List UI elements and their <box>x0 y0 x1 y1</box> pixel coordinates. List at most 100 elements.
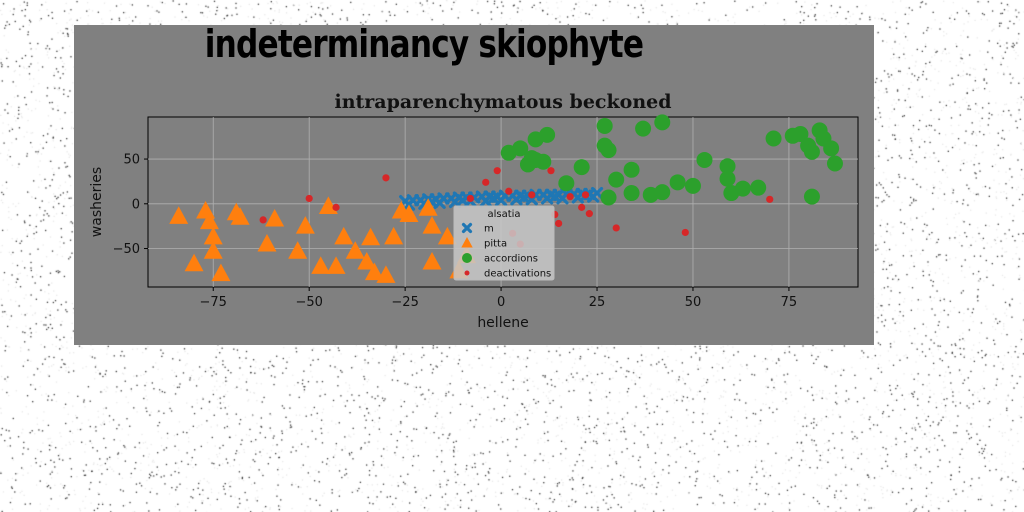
m-marker <box>487 192 500 205</box>
pitta-marker <box>318 196 338 214</box>
x-axis-label: hellene <box>477 315 528 331</box>
pitta-marker <box>257 234 277 252</box>
pitta-marker <box>418 198 438 216</box>
x-tick-label: 50 <box>685 295 702 310</box>
deactivations-marker <box>566 193 574 201</box>
figure-title: indeterminancy skiophyte <box>204 22 644 66</box>
accordions-marker <box>539 126 556 143</box>
legend-entry: accordions <box>462 253 538 265</box>
legend-accordions-marker <box>462 253 472 263</box>
accordions-marker <box>696 151 713 168</box>
pitta-marker <box>361 227 381 246</box>
x-tick-label: 0 <box>497 295 505 310</box>
pitta-marker <box>169 206 189 224</box>
accordions-marker <box>654 114 671 131</box>
x-tick-label: 75 <box>781 295 798 310</box>
pitta-marker <box>364 262 384 281</box>
pitta-marker <box>422 251 442 270</box>
legend-label: deactivations <box>484 269 551 280</box>
pitta-marker <box>334 226 354 245</box>
accordions-marker <box>623 185 640 202</box>
accordions-marker <box>600 189 617 206</box>
deactivations-marker <box>382 174 390 182</box>
m-marker <box>518 191 531 204</box>
axes: −75 −50 −25 0 25 50 75 −50 0 50 <box>113 153 798 310</box>
x-tick-label: 25 <box>589 295 606 310</box>
m-marker <box>456 194 469 207</box>
deactivations-marker <box>493 167 501 175</box>
chart-title: intraparenchymatous beckoned <box>334 91 671 113</box>
accordions-marker <box>803 143 820 160</box>
accordions-marker <box>596 117 613 134</box>
deactivations-marker <box>505 187 513 195</box>
accordions-marker <box>669 174 686 191</box>
pitta-marker <box>203 226 223 245</box>
deactivations-marker <box>332 203 340 211</box>
pitta-marker <box>184 253 204 272</box>
pitta-marker <box>437 226 457 245</box>
pitta-marker <box>326 256 346 274</box>
accordions-marker <box>654 184 671 201</box>
pitta-marker <box>422 216 442 234</box>
accordions-marker <box>635 120 652 137</box>
accordions-marker <box>803 188 820 205</box>
accordions-marker <box>535 153 552 170</box>
legend-entry: deactivations <box>464 269 551 280</box>
pitta-marker <box>399 204 419 223</box>
legend-label: pitta <box>484 239 507 250</box>
accordions-marker <box>573 159 590 176</box>
x-tick-label: −75 <box>200 295 227 310</box>
accordions-marker <box>823 140 840 157</box>
m-marker <box>548 190 561 203</box>
accordions-marker <box>750 179 767 196</box>
pitta-marker <box>265 209 285 227</box>
pitta-marker <box>376 265 396 283</box>
accordions-marker <box>608 171 625 188</box>
legend-entry: pitta <box>461 237 507 250</box>
accordions-marker <box>719 170 736 187</box>
pitta-marker <box>211 263 231 282</box>
pitta-marker <box>384 226 404 245</box>
accordions-marker <box>765 130 782 147</box>
legend-label: m <box>484 224 494 235</box>
deactivations-marker <box>482 178 490 186</box>
x-tick-label: −50 <box>295 295 322 310</box>
deactivations-marker <box>585 210 593 218</box>
deactivations-marker <box>305 194 313 203</box>
y-tick-label: 0 <box>132 197 140 212</box>
deactivations-marker <box>555 219 563 228</box>
accordions-marker <box>558 175 575 192</box>
accordions-marker <box>734 180 751 197</box>
pitta-marker <box>203 241 223 259</box>
legend-m-marker <box>461 222 473 234</box>
deactivations-marker <box>681 228 689 237</box>
accordions-marker <box>623 161 640 178</box>
accordions-marker <box>792 126 809 142</box>
pitta-marker <box>288 241 308 259</box>
accordions-marker <box>512 140 529 157</box>
legend-pitta-marker <box>461 237 473 248</box>
pitta-marker <box>345 241 365 259</box>
accordions-marker <box>719 158 736 175</box>
series-accordions <box>500 114 843 206</box>
accordions-marker <box>684 177 701 194</box>
pitta-marker <box>311 256 331 274</box>
pitta-marker <box>295 216 315 234</box>
deactivations-marker <box>547 167 555 175</box>
y-axis-label: washeries <box>89 167 105 237</box>
deactivations-marker <box>612 224 620 232</box>
accordions-marker <box>826 155 843 172</box>
legend-entry: m <box>461 222 494 235</box>
legend: alsatia m pitta accordions deactivations <box>453 205 555 281</box>
y-tick-label: −50 <box>113 242 140 257</box>
deactivations-marker <box>578 203 586 211</box>
deactivations-marker <box>528 191 536 199</box>
deactivations-marker <box>259 216 267 224</box>
pitta-marker <box>230 207 250 225</box>
legend-box <box>453 205 555 281</box>
x-tick-label: −25 <box>391 295 418 310</box>
accordions-marker <box>600 142 617 159</box>
pitta-marker <box>357 251 377 270</box>
legend-deactivations-marker <box>464 270 470 276</box>
